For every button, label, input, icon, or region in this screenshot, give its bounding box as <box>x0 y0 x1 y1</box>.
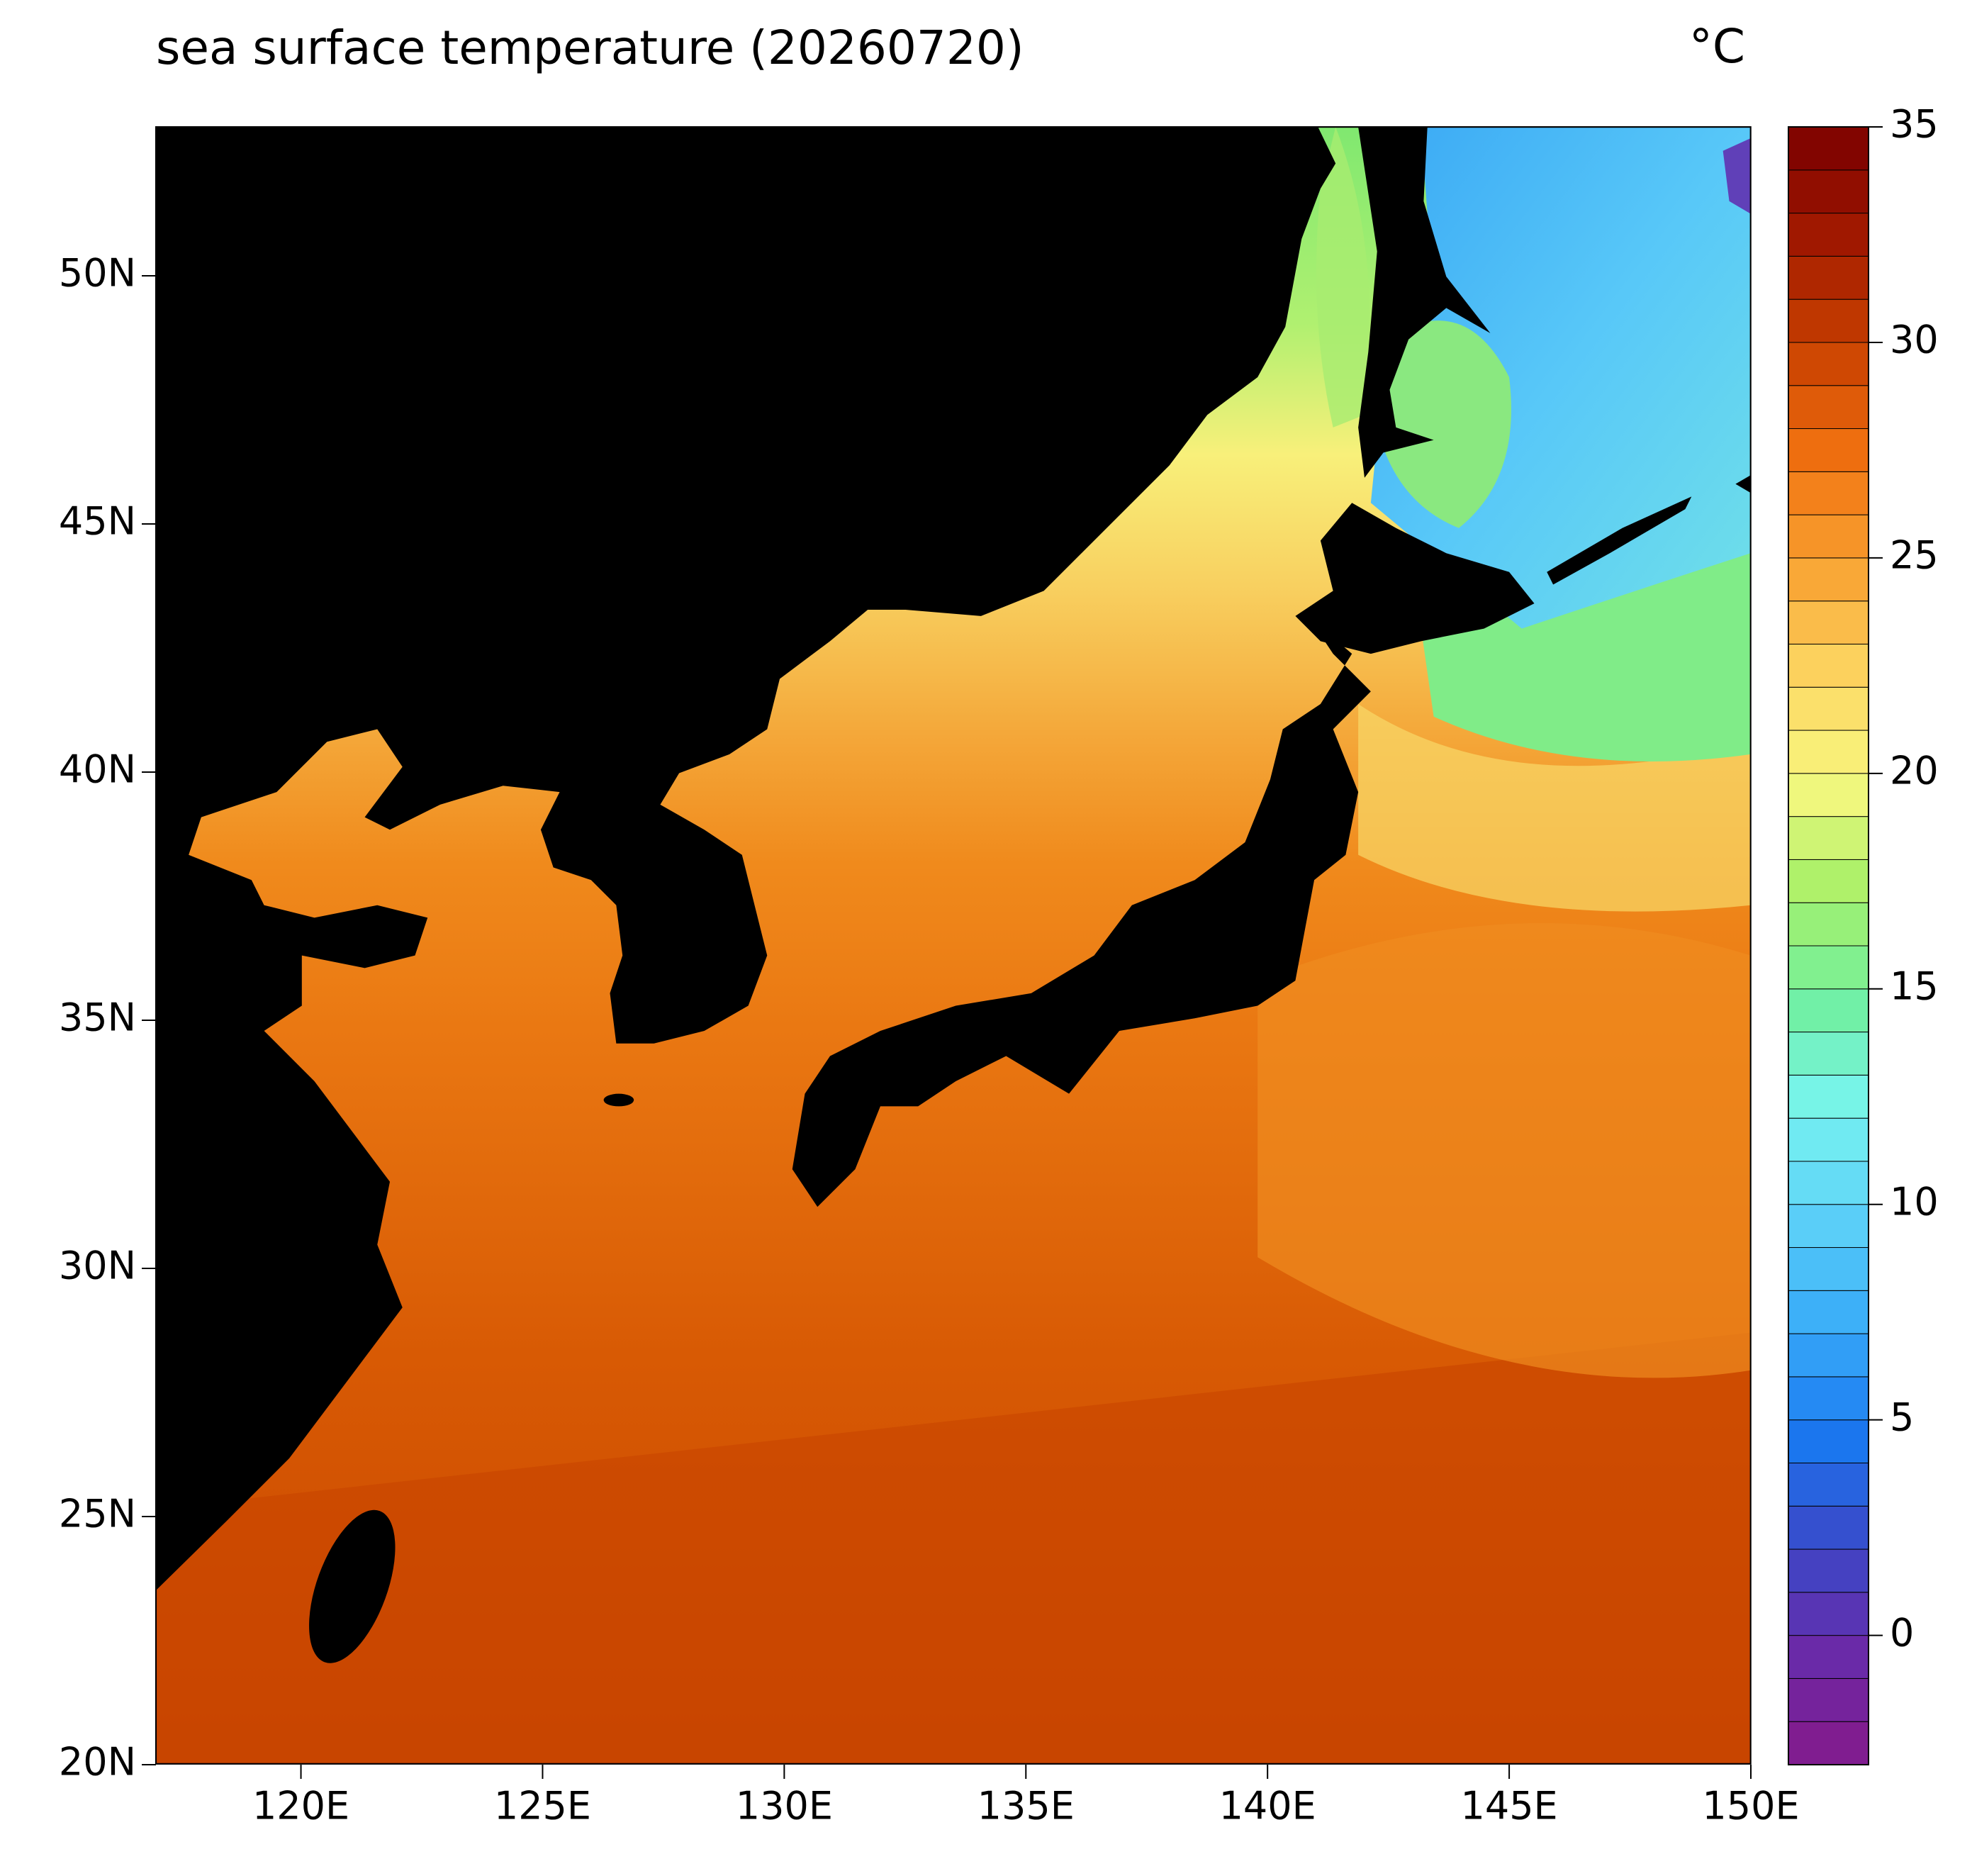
chart-title: sea surface temperature (20260720) <box>156 21 1024 75</box>
tatar-strait <box>1316 127 1370 428</box>
colorbar-segment <box>1788 945 1869 990</box>
colorbar-segment <box>1788 1032 1869 1076</box>
colorbar-segment <box>1788 1117 1869 1162</box>
taiwan <box>309 1509 396 1663</box>
land <box>156 127 1751 1663</box>
colorbar-segment <box>1788 730 1869 774</box>
colorbar-segment <box>1788 1592 1869 1636</box>
colorbar-segment <box>1788 385 1869 430</box>
colorbar-segment <box>1788 1419 1869 1463</box>
sakhalin <box>1358 127 1491 478</box>
kuroshio-region <box>1257 923 1751 1378</box>
y-tick-label: 30N <box>59 1244 136 1288</box>
plot-frame <box>155 126 1752 1765</box>
y-tick-label: 25N <box>59 1492 136 1536</box>
jeju <box>603 1093 634 1107</box>
hokkaido <box>1295 503 1535 654</box>
colorbar-tick-label: 25 <box>1890 533 1939 578</box>
colorbar-segment <box>1788 1290 1869 1334</box>
y-tick-label: 35N <box>59 995 136 1040</box>
x-tick-label: 135E <box>977 1784 1075 1828</box>
x-tick-label: 140E <box>1219 1784 1316 1828</box>
warm-region <box>156 1332 1751 1764</box>
colorbar-segment <box>1788 1161 1869 1205</box>
kuril-islands <box>1547 496 1692 585</box>
japan-honshu-kyushu <box>792 615 1371 1207</box>
colorbar-tick-label: 30 <box>1890 318 1939 362</box>
y-tick-label: 50N <box>59 251 136 296</box>
x-tick-label: 145E <box>1460 1784 1557 1828</box>
colorbar-segment <box>1788 1074 1869 1119</box>
colorbar-segment <box>1788 686 1869 731</box>
x-tick-label: 125E <box>494 1784 591 1828</box>
y-tick-label: 40N <box>59 747 136 792</box>
colorbar-segment <box>1788 1247 1869 1291</box>
colorbar-segment <box>1788 816 1869 860</box>
colorbar-segment <box>1788 902 1869 947</box>
colorbar-segment <box>1788 1548 1869 1593</box>
asia-mainland <box>156 127 1336 1591</box>
colorbar-segment <box>1788 988 1869 1033</box>
kamchatka-tip <box>1735 475 1751 493</box>
colorbar-segment <box>1788 169 1869 214</box>
y-tick-label: 45N <box>59 499 136 544</box>
colorbar-segment <box>1788 514 1869 559</box>
colorbar-segment <box>1788 557 1869 602</box>
colorbar-segment <box>1788 773 1869 817</box>
map-field <box>155 126 1752 1765</box>
y-tick-label: 20N <box>59 1740 136 1785</box>
colorbar-segment <box>1788 1462 1869 1507</box>
x-tick-label: 120E <box>252 1784 349 1828</box>
colorbar-tick-label: 10 <box>1890 1179 1939 1224</box>
colorbar-tick-label: 0 <box>1890 1610 1914 1655</box>
colorbar-segment <box>1788 298 1869 343</box>
colorbar-segment <box>1788 1677 1869 1722</box>
okhotsk-shelf <box>1377 320 1511 528</box>
colorbar-segment <box>1788 213 1869 257</box>
colorbar-segment <box>1788 1721 1869 1765</box>
x-tick-label: 130E <box>736 1784 833 1828</box>
colorbar-segment <box>1788 428 1869 472</box>
transition-region <box>1358 703 1751 912</box>
x-tick-label: 150E <box>1702 1784 1799 1828</box>
colorbar-segment <box>1788 1376 1869 1421</box>
colorbar-tick-label: 5 <box>1890 1395 1914 1439</box>
colorbar-tick-label: 20 <box>1890 748 1939 793</box>
colorbar-tick-label: 15 <box>1890 964 1939 1008</box>
colorbar-segment <box>1788 126 1869 171</box>
colorbar-frame <box>1788 126 1869 1765</box>
colorbar-segment <box>1788 1333 1869 1378</box>
colorbar-segment <box>1788 1505 1869 1550</box>
colorbar-segment <box>1788 1204 1869 1249</box>
subarctic-front <box>1421 527 1751 762</box>
cold-spot <box>1722 138 1751 214</box>
colorbar-segment <box>1788 255 1869 300</box>
colorbar-segment <box>1788 859 1869 903</box>
colorbar-segment <box>1788 471 1869 515</box>
colorbar-segment <box>1788 601 1869 644</box>
colorbar-tick-label: 35 <box>1890 102 1939 147</box>
colorbar-unit: °C <box>1689 19 1745 74</box>
colorbar-segment <box>1788 643 1869 688</box>
colorbar-segment <box>1788 342 1869 386</box>
colorbar-segment <box>1788 1635 1869 1679</box>
